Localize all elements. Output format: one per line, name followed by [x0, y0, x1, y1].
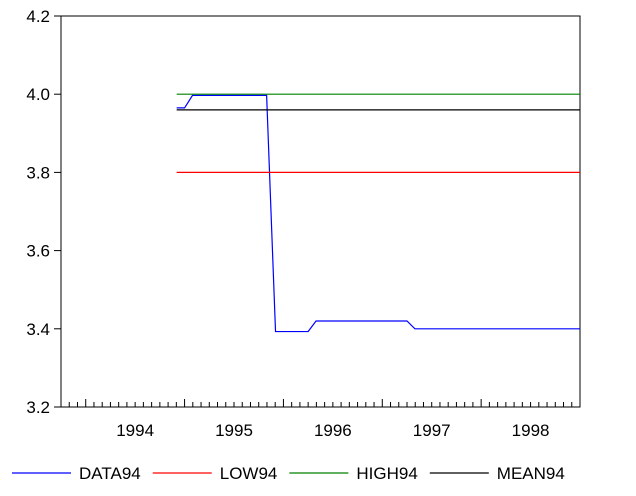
x-tick-label: 1994 — [116, 421, 154, 440]
y-tick-label: 3.4 — [26, 320, 50, 339]
x-tick-label: 1996 — [314, 421, 352, 440]
series-line-data94 — [176, 94, 580, 333]
plot-area — [60, 15, 581, 408]
y-tick-label: 3.2 — [26, 398, 50, 417]
legend-label-low94: LOW94 — [220, 464, 278, 483]
y-tick-label: 3.8 — [26, 163, 50, 182]
x-tick-label: 1998 — [512, 421, 550, 440]
legend-label-high94: HIGH94 — [356, 464, 417, 483]
x-tick-label: 1997 — [413, 421, 451, 440]
y-tick-label: 4.0 — [26, 85, 50, 104]
legend-label-data94: DATA94 — [79, 464, 141, 483]
y-tick-label: 4.2 — [26, 7, 50, 26]
x-tick-label: 1995 — [215, 421, 253, 440]
y-tick-label: 3.6 — [26, 242, 50, 261]
legend-label-mean94: MEAN94 — [497, 464, 565, 483]
